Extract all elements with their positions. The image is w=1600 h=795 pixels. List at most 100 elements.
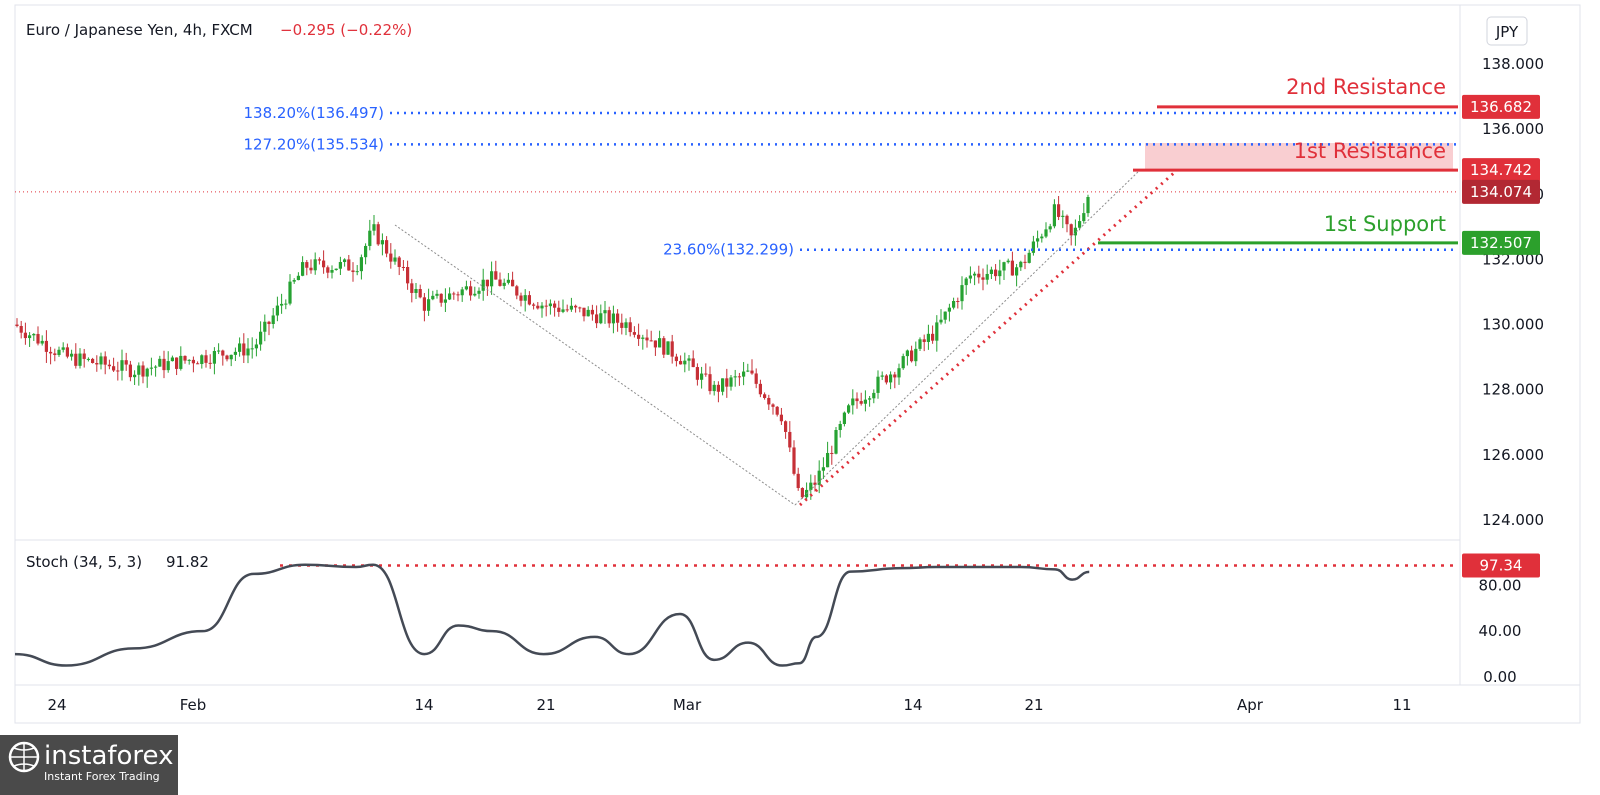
candle xyxy=(313,259,317,271)
candle xyxy=(784,421,788,432)
candle xyxy=(574,305,578,308)
price-tag: 134.742 xyxy=(1462,158,1540,183)
candle xyxy=(292,280,296,282)
candle xyxy=(343,259,347,263)
candle xyxy=(36,333,40,344)
candle xyxy=(368,230,372,246)
candle xyxy=(750,370,754,374)
candle xyxy=(973,273,977,276)
candle xyxy=(649,340,653,342)
candle xyxy=(1073,227,1077,236)
candle xyxy=(704,373,708,375)
candle xyxy=(1019,261,1023,268)
stoch-line xyxy=(14,563,1090,667)
candle xyxy=(179,355,183,369)
candle xyxy=(620,322,624,328)
candle xyxy=(767,397,771,405)
stoch-title: Stoch (34, 5, 3) xyxy=(26,553,142,571)
time-axis[interactable]: 24 Feb 14 21 Mar 14 21 Apr 11 xyxy=(47,696,1411,714)
time-axis-border xyxy=(14,684,1581,724)
candle xyxy=(968,275,972,279)
candle xyxy=(1031,241,1035,253)
currency-button[interactable]: JPY xyxy=(1486,16,1528,46)
candle xyxy=(44,340,48,352)
candle xyxy=(897,368,901,378)
candle xyxy=(246,348,250,356)
candle xyxy=(271,315,275,325)
candle xyxy=(746,370,750,372)
candle xyxy=(347,259,351,271)
candle xyxy=(691,358,695,368)
candle xyxy=(1002,262,1006,271)
candle xyxy=(994,269,998,277)
candle xyxy=(813,482,817,485)
price-tick: 124.000 xyxy=(1482,511,1544,529)
fib-label: 138.20%(136.497) xyxy=(244,104,384,122)
candle xyxy=(326,267,330,273)
candle xyxy=(666,341,670,355)
candle xyxy=(200,355,204,365)
candle xyxy=(935,322,939,341)
candle xyxy=(431,295,435,300)
price-tag: 134.074 xyxy=(1462,179,1540,204)
candle xyxy=(128,364,132,378)
candle xyxy=(99,356,103,365)
candle xyxy=(322,260,326,268)
candle xyxy=(359,257,363,272)
price-axis[interactable]: 138.000136.000134.000132.000130.000128.0… xyxy=(1482,55,1544,529)
price-tick: 130.000 xyxy=(1482,316,1544,334)
candle xyxy=(931,333,935,341)
candle xyxy=(859,401,863,404)
candle xyxy=(355,271,359,273)
stoch-level-tag: 97.34 xyxy=(1462,553,1540,578)
candle xyxy=(91,358,95,364)
candle xyxy=(989,269,993,274)
candle xyxy=(376,224,380,245)
candle xyxy=(532,304,536,306)
candle xyxy=(204,355,208,363)
candle xyxy=(469,286,473,296)
candle xyxy=(187,359,191,361)
stoch-tick: 0.00 xyxy=(1483,668,1516,686)
svg-text:instaforex: instaforex xyxy=(44,741,173,771)
time-tick: 11 xyxy=(1392,696,1411,714)
candle xyxy=(981,277,985,280)
candle xyxy=(809,482,813,490)
candle xyxy=(893,374,897,378)
stoch-pane-border xyxy=(14,539,1461,686)
candle xyxy=(410,283,414,293)
candle xyxy=(107,364,111,367)
candle xyxy=(137,365,141,375)
candle xyxy=(582,307,586,317)
candle xyxy=(712,384,716,392)
candle xyxy=(590,309,594,315)
candle xyxy=(817,470,821,485)
candle xyxy=(19,326,23,333)
candle xyxy=(658,338,662,348)
candle xyxy=(536,305,540,309)
candle xyxy=(679,361,683,365)
candle xyxy=(775,406,779,415)
candle xyxy=(884,375,888,383)
candle xyxy=(422,297,426,311)
stoch-tick: 80.00 xyxy=(1479,576,1522,594)
svg-text:136.682: 136.682 xyxy=(1470,98,1532,116)
time-tick: Mar xyxy=(673,696,702,714)
symbol-title: Euro / Japanese Yen, 4h, FXCM xyxy=(26,21,253,39)
candle xyxy=(914,348,918,362)
candle xyxy=(250,348,254,350)
candle xyxy=(687,358,691,361)
candle xyxy=(569,305,573,310)
candle xyxy=(82,353,86,359)
candle xyxy=(170,357,174,362)
candle xyxy=(716,384,720,392)
down-trendline xyxy=(394,224,796,506)
candle xyxy=(288,281,292,304)
candle xyxy=(1044,229,1048,237)
candle xyxy=(506,279,510,283)
candle xyxy=(729,377,733,387)
candle xyxy=(385,240,389,254)
candle xyxy=(418,289,422,298)
candle xyxy=(57,349,61,355)
